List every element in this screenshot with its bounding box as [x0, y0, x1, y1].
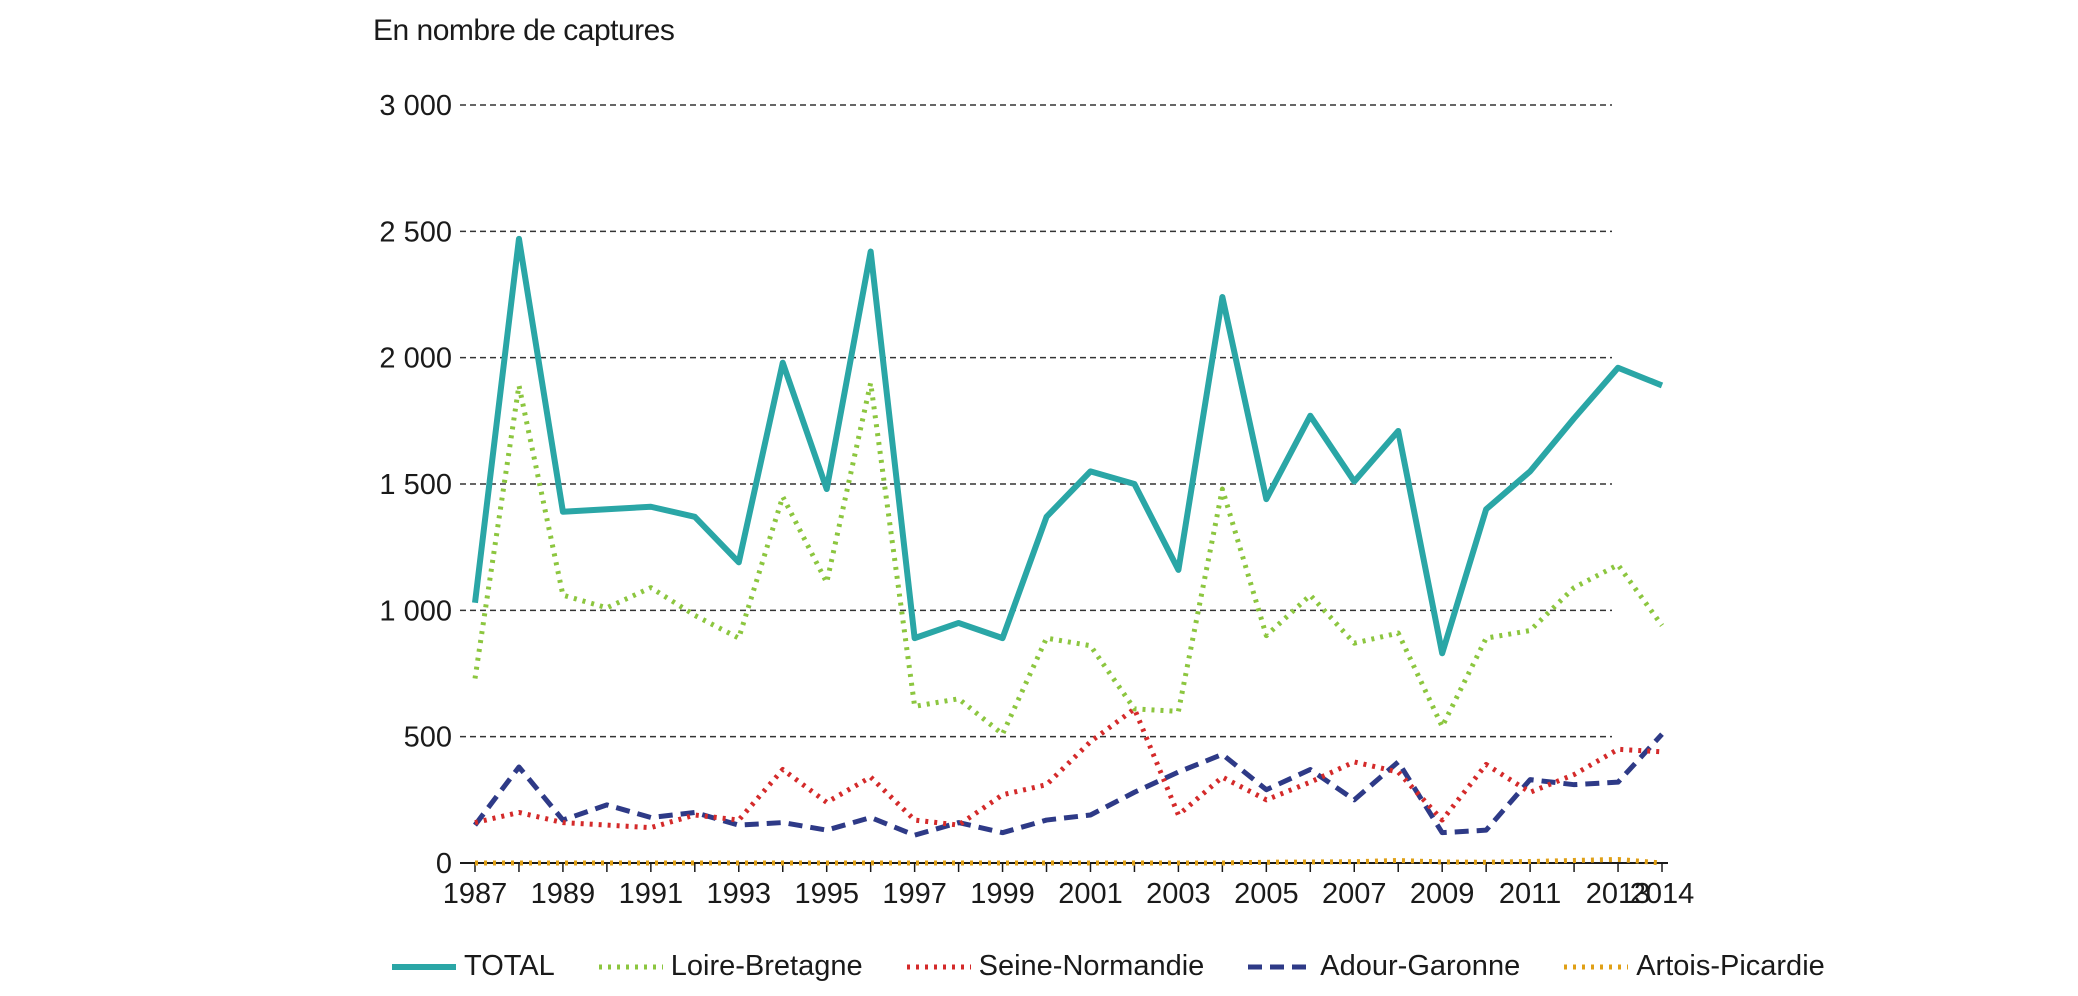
- legend-item: Loire-Bretagne: [598, 950, 863, 983]
- legend-label: Adour-Garonne: [1320, 950, 1521, 982]
- x-tick-label: 1991: [619, 878, 684, 910]
- series-line-loire-bretagne: [472, 380, 1665, 737]
- legend-label: Artois-Picardie: [1636, 950, 1825, 982]
- series-line-total: [472, 235, 1664, 657]
- x-tick-label: 2013: [1586, 878, 1651, 910]
- x-tick-label: 2003: [1146, 878, 1211, 910]
- legend-item: Seine-Normandie: [906, 950, 1205, 983]
- x-tick-label: 1999: [970, 878, 1035, 910]
- y-tick-label: 2 500: [379, 216, 452, 248]
- x-tick-label: 2009: [1410, 878, 1475, 910]
- y-axis-ticks: 0 500 1 000 1 500 2 000 2 500 3 000: [379, 90, 452, 880]
- legend-swatch: [598, 964, 663, 969]
- legend-swatch: [1248, 964, 1313, 969]
- legend-swatch: [392, 963, 456, 970]
- y-tick-label: 1 500: [379, 469, 452, 501]
- y-tick-label: 3 000: [379, 90, 452, 122]
- series-line-seine-normandie: [474, 706, 1663, 831]
- y-tick-label: 500: [404, 722, 452, 754]
- y-tick-label: 1 000: [379, 595, 452, 627]
- grid-lines: [460, 104, 1612, 738]
- x-tick-label: 1989: [531, 878, 596, 910]
- legend: TOTAL Loire-Bretagne Seine-Normandie Adour-…: [392, 950, 1869, 983]
- series-lines: [472, 235, 1665, 866]
- legend-label: Loire-Bretagne: [670, 950, 863, 982]
- x-tick-label: 1997: [882, 878, 947, 910]
- x-tick-label: 2011: [1499, 878, 1561, 910]
- legend-item: Artois-Picardie: [1564, 950, 1825, 983]
- y-axis-title: En nombre de captures: [373, 14, 675, 47]
- legend-label: TOTAL: [464, 950, 555, 982]
- x-tick-label: 2014: [1630, 878, 1695, 910]
- y-tick-label: 2 000: [379, 343, 452, 375]
- x-tick-label: 1987: [443, 878, 508, 910]
- series-line-adour-garonne: [473, 732, 1664, 838]
- x-tick-label: 2007: [1322, 878, 1387, 910]
- x-tick-label: 1993: [707, 878, 772, 910]
- legend-label: Seine-Normandie: [978, 950, 1205, 982]
- y-tick-label: 0: [436, 848, 452, 880]
- legend-swatch: [1564, 964, 1629, 969]
- legend-swatch: [906, 964, 971, 969]
- legend-item: TOTAL: [392, 950, 555, 983]
- x-axis: 1987 1989 1991 1993 1995 1997 1999 2001 2003 2005…: [443, 862, 1695, 910]
- legend-item: Adour-Garonne: [1248, 950, 1520, 983]
- x-tick-label: 2001: [1058, 878, 1123, 910]
- x-tick-label: 1995: [794, 878, 859, 910]
- x-tick-label: 2005: [1234, 878, 1299, 910]
